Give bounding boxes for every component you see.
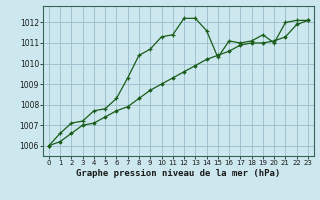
X-axis label: Graphe pression niveau de la mer (hPa): Graphe pression niveau de la mer (hPa) [76, 169, 281, 178]
